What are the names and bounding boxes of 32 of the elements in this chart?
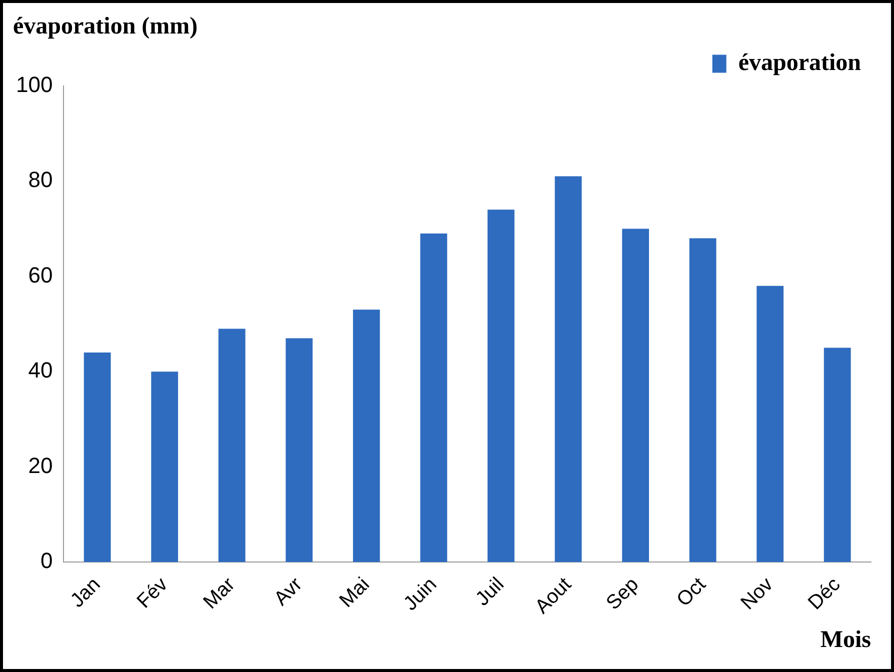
bar <box>554 176 582 562</box>
y-tick-label: 100 <box>16 72 53 97</box>
y-tick-label: 20 <box>28 452 53 478</box>
x-tick-label: Mar <box>199 573 240 614</box>
bar <box>689 238 716 562</box>
x-axis-title: Mois <box>820 626 871 653</box>
y-tick-label: 40 <box>28 358 53 383</box>
x-tick-label: Jan <box>66 574 105 612</box>
bar <box>352 310 380 562</box>
y-tick-label: 80 <box>28 167 53 192</box>
bar <box>218 328 246 562</box>
x-tick-label: Mai <box>336 574 374 612</box>
bar <box>488 210 514 562</box>
x-tick-label: Avr <box>270 573 307 610</box>
x-tick-label: Fév <box>132 574 172 613</box>
x-tick-label: Juin <box>400 574 442 616</box>
y-tick-label: 60 <box>28 262 53 288</box>
y-tick-label: 0 <box>40 548 53 574</box>
bar <box>756 286 784 562</box>
bar <box>286 338 313 562</box>
bar <box>151 372 178 562</box>
bar <box>84 352 111 562</box>
legend-label: évaporation <box>738 50 862 76</box>
x-tick-label: Nov <box>736 574 778 614</box>
x-tick-label: Oct <box>672 573 711 612</box>
x-tick-label: Sep <box>602 574 643 614</box>
bar <box>824 348 851 562</box>
x-tick-label: Juil <box>472 574 508 610</box>
bar <box>420 233 448 562</box>
x-tick-label: Déc <box>804 574 845 614</box>
bar <box>622 228 649 562</box>
chart-title: évaporation (mm) <box>13 14 198 40</box>
